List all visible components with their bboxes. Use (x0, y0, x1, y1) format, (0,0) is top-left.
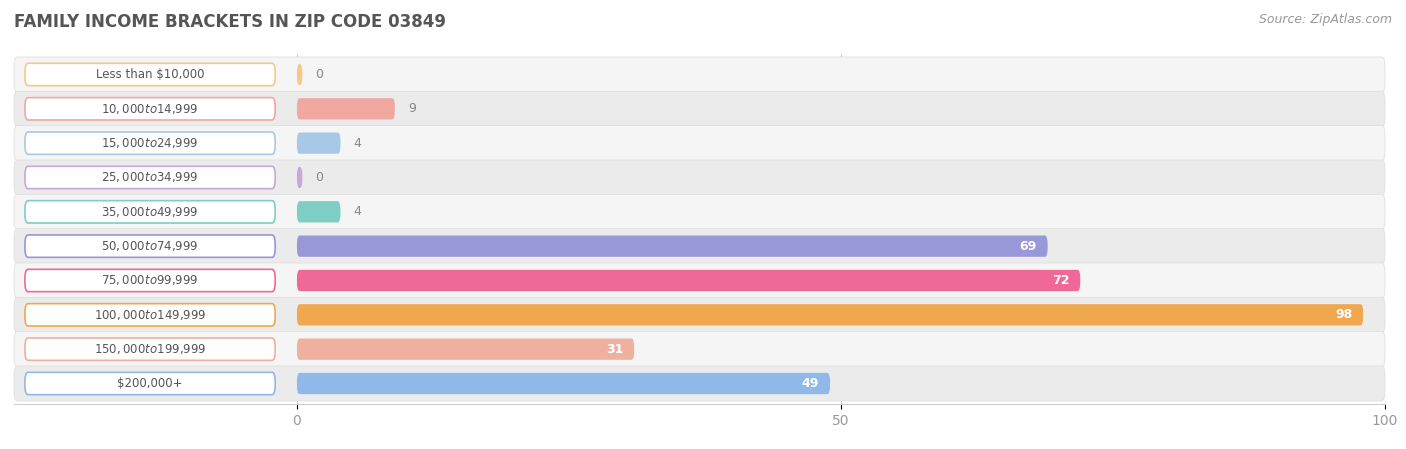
Text: 0: 0 (315, 68, 323, 81)
FancyBboxPatch shape (297, 304, 1364, 326)
FancyBboxPatch shape (297, 64, 302, 85)
Text: Less than $10,000: Less than $10,000 (96, 68, 204, 81)
FancyBboxPatch shape (14, 297, 1385, 332)
Text: $15,000 to $24,999: $15,000 to $24,999 (101, 136, 198, 150)
Text: 72: 72 (1052, 274, 1070, 287)
Text: $100,000 to $149,999: $100,000 to $149,999 (94, 308, 207, 322)
FancyBboxPatch shape (14, 160, 1385, 195)
Text: 49: 49 (801, 377, 820, 390)
FancyBboxPatch shape (14, 229, 1385, 264)
FancyBboxPatch shape (25, 372, 276, 395)
Text: FAMILY INCOME BRACKETS IN ZIP CODE 03849: FAMILY INCOME BRACKETS IN ZIP CODE 03849 (14, 13, 446, 31)
FancyBboxPatch shape (14, 126, 1385, 161)
Text: $150,000 to $199,999: $150,000 to $199,999 (94, 342, 207, 356)
FancyBboxPatch shape (297, 270, 1080, 291)
FancyBboxPatch shape (14, 91, 1385, 126)
FancyBboxPatch shape (14, 263, 1385, 298)
FancyBboxPatch shape (297, 98, 395, 119)
Text: $35,000 to $49,999: $35,000 to $49,999 (101, 205, 198, 219)
Text: 69: 69 (1019, 240, 1036, 253)
Text: $75,000 to $99,999: $75,000 to $99,999 (101, 273, 198, 287)
FancyBboxPatch shape (297, 201, 340, 222)
FancyBboxPatch shape (297, 236, 1047, 257)
Text: 98: 98 (1336, 308, 1353, 321)
FancyBboxPatch shape (297, 373, 830, 394)
Text: 31: 31 (606, 343, 623, 356)
FancyBboxPatch shape (25, 269, 276, 292)
FancyBboxPatch shape (25, 166, 276, 189)
FancyBboxPatch shape (297, 132, 340, 154)
Text: $10,000 to $14,999: $10,000 to $14,999 (101, 102, 198, 116)
Text: $25,000 to $34,999: $25,000 to $34,999 (101, 171, 198, 185)
Text: Source: ZipAtlas.com: Source: ZipAtlas.com (1258, 13, 1392, 26)
FancyBboxPatch shape (25, 235, 276, 257)
Text: 4: 4 (353, 205, 361, 218)
Text: $200,000+: $200,000+ (117, 377, 183, 390)
FancyBboxPatch shape (14, 332, 1385, 367)
FancyBboxPatch shape (25, 338, 276, 361)
FancyBboxPatch shape (297, 339, 634, 360)
FancyBboxPatch shape (25, 201, 276, 223)
FancyBboxPatch shape (25, 97, 276, 120)
FancyBboxPatch shape (297, 167, 302, 188)
FancyBboxPatch shape (14, 57, 1385, 92)
FancyBboxPatch shape (25, 132, 276, 154)
FancyBboxPatch shape (25, 63, 276, 86)
Text: 0: 0 (315, 171, 323, 184)
FancyBboxPatch shape (25, 304, 276, 326)
Text: 9: 9 (408, 102, 416, 115)
FancyBboxPatch shape (14, 366, 1385, 401)
FancyBboxPatch shape (14, 194, 1385, 229)
Text: $50,000 to $74,999: $50,000 to $74,999 (101, 239, 198, 253)
Text: 4: 4 (353, 136, 361, 150)
